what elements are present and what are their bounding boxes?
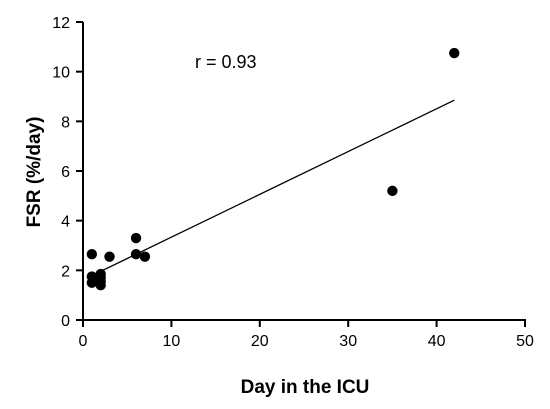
- x-tick-label: 50: [516, 333, 534, 350]
- y-tick-label: 12: [52, 15, 70, 32]
- y-tick-label: 10: [52, 65, 70, 82]
- data-point: [104, 251, 115, 262]
- axes: [82, 22, 526, 321]
- y-tick-label: 6: [61, 164, 70, 181]
- data-point: [86, 248, 98, 260]
- x-tick-label: 20: [251, 333, 269, 350]
- data-point: [86, 277, 98, 288]
- correlation-annotation: r = 0.93: [195, 52, 257, 72]
- x-tick-label: 0: [79, 333, 88, 350]
- data-point: [387, 185, 398, 197]
- trendline-group: [87, 99, 455, 279]
- y-tick-label: 8: [61, 114, 70, 131]
- y-axis-title: FSR (%/day): [24, 117, 45, 228]
- points-group: [86, 47, 460, 291]
- data-point: [95, 280, 106, 291]
- y-tick-label: 0: [61, 313, 70, 330]
- y-tick-label: 2: [61, 263, 70, 280]
- x-axis-title: Day in the ICU: [241, 377, 370, 398]
- data-point: [139, 251, 151, 262]
- x-tick-label: 10: [163, 333, 181, 350]
- data-point: [130, 232, 142, 244]
- data-point: [130, 248, 142, 260]
- x-tick-label: 30: [339, 333, 357, 350]
- ticks: 0 10 20 30 40 50 0 2 4 6 8 10 12: [52, 15, 534, 350]
- x-tick-label: 40: [428, 333, 446, 350]
- y-tick-label: 4: [61, 214, 70, 231]
- trendline: [87, 99, 455, 279]
- data-point: [449, 47, 460, 59]
